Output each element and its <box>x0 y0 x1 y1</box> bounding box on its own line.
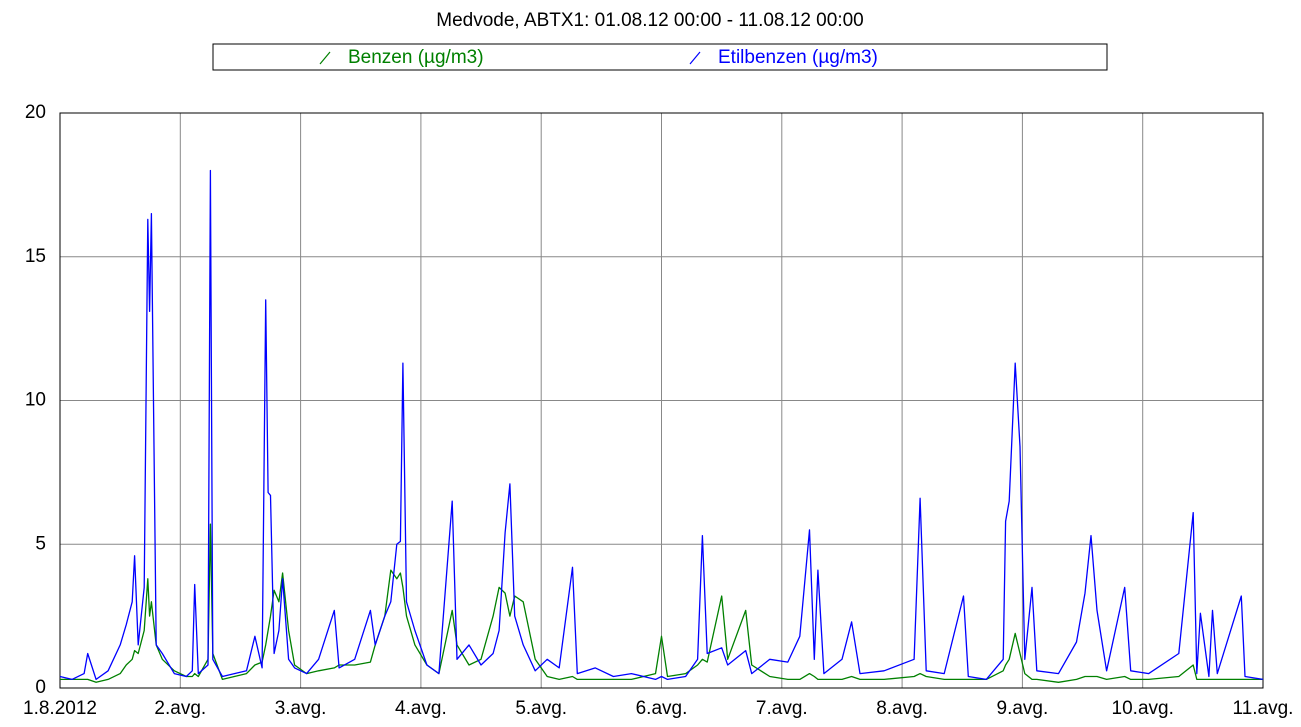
x-tick-label: 3.avg. <box>275 698 327 719</box>
x-tick-label: 4.avg. <box>395 698 447 719</box>
series-line <box>60 523 1263 683</box>
legend-label: Etilbenzen (µg/m3) <box>718 47 878 68</box>
series-line <box>59 169 1264 681</box>
legend-swatch <box>689 51 701 65</box>
chart-title: Medvode, ABTX1: 01.08.12 00:00 - 11.08.1… <box>436 10 863 31</box>
x-tick-label: 6.avg. <box>636 698 688 719</box>
x-tick-label: 1.8.2012 <box>23 698 97 719</box>
y-tick-label: 0 <box>35 677 46 698</box>
legend-box <box>212 43 1108 71</box>
x-tick-label: 11.avg. <box>1233 698 1294 719</box>
y-tick-label: 5 <box>35 533 46 554</box>
y-tick-label: 10 <box>25 390 46 411</box>
x-tick-label: 7.avg. <box>756 698 808 719</box>
legend-label: Benzen (µg/m3) <box>348 47 484 68</box>
x-tick-label: 2.avg. <box>154 698 206 719</box>
y-tick-label: 15 <box>25 246 46 267</box>
x-tick-label: 9.avg. <box>997 698 1049 719</box>
x-tick-label: 8.avg. <box>876 698 928 719</box>
x-tick-label: 10.avg. <box>1112 698 1174 719</box>
plot-frame <box>59 112 1264 689</box>
legend-swatch <box>319 51 331 65</box>
x-tick-label: 5.avg. <box>515 698 567 719</box>
y-tick-label: 20 <box>25 102 46 123</box>
